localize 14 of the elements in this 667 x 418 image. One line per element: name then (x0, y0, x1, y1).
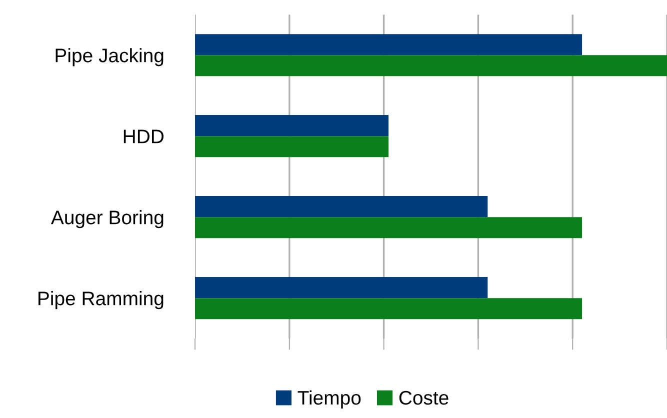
bar (195, 196, 488, 218)
y-tick-label: Pipe Jacking (56, 48, 164, 66)
bar (195, 136, 389, 158)
y-tick-label: Auger Boring (50, 210, 164, 228)
bar (195, 298, 582, 320)
bar (195, 55, 667, 76)
legend-label: Tiempo (298, 390, 361, 409)
y-tick-label: Pipe Ramming (38, 291, 164, 310)
bar (195, 115, 389, 136)
bar (195, 34, 582, 56)
bar (195, 277, 488, 298)
bar (195, 217, 582, 238)
y-tick-label: HDD (124, 130, 164, 144)
legend-label: Coste (399, 390, 448, 405)
